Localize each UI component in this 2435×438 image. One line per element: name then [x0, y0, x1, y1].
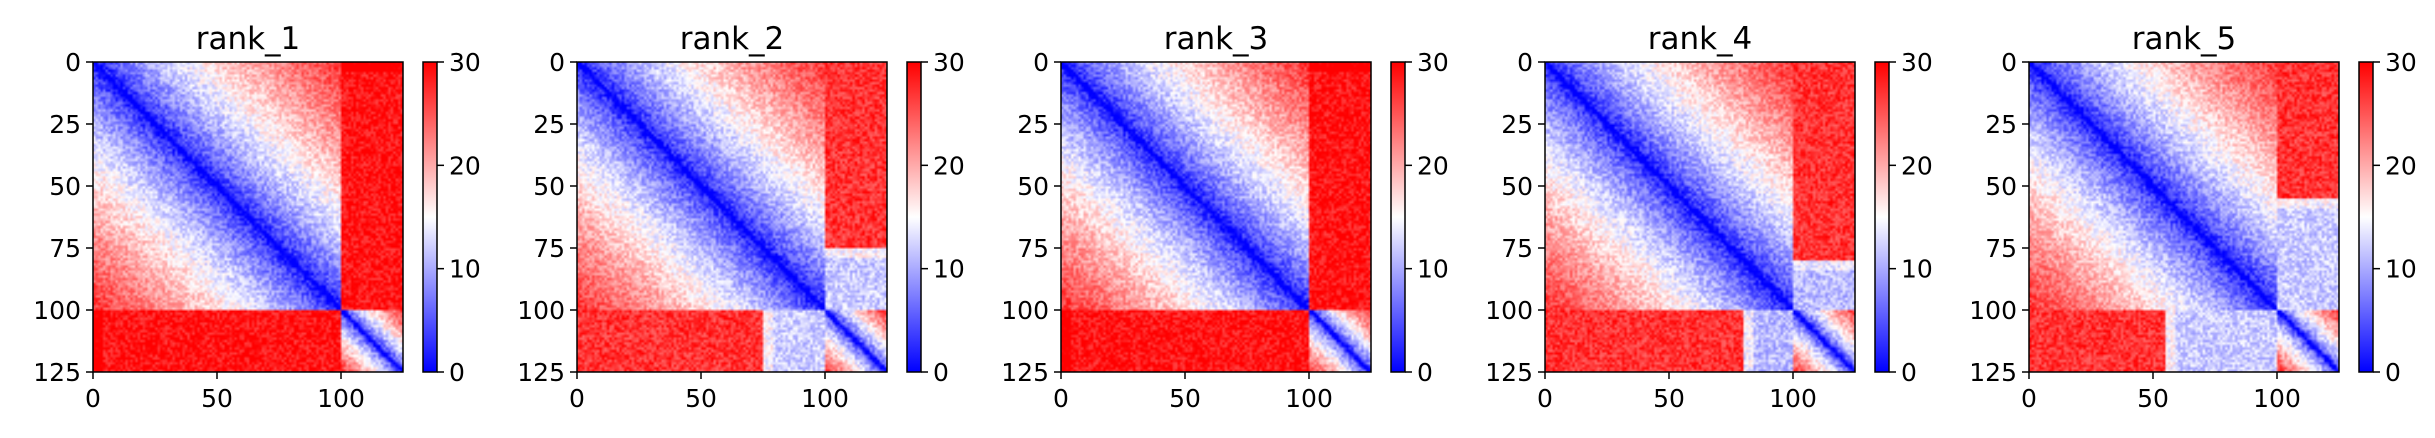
y-tick-label: 100 [517, 296, 565, 325]
subplot-title: rank_1 [196, 21, 301, 57]
x-tick-label: 0 [2021, 384, 2037, 413]
y-tick-label: 125 [33, 358, 81, 387]
y-tick-label: 0 [65, 48, 81, 77]
colorbar-tick-label: 20 [449, 151, 481, 180]
colorbar-tick-label: 20 [1417, 151, 1449, 180]
colorbar-tick-label: 30 [1901, 48, 1933, 77]
x-tick-label: 100 [1769, 384, 1817, 413]
colorbar-tick-label: 30 [933, 48, 965, 77]
plot-frame [1060, 61, 1372, 373]
subplot-title: rank_3 [1164, 21, 1269, 57]
y-tick-label: 50 [49, 172, 81, 201]
y-tick-label: 125 [1001, 358, 1049, 387]
x-tick-label: 0 [569, 384, 585, 413]
x-tick-label: 50 [1653, 384, 1685, 413]
x-tick-label: 100 [2253, 384, 2301, 413]
y-tick-label: 25 [49, 110, 81, 139]
colorbar-tick-label: 10 [449, 255, 481, 284]
subplot-title: rank_5 [2132, 21, 2237, 57]
y-tick-label: 75 [533, 234, 565, 263]
y-tick-label: 125 [1969, 358, 2017, 387]
colorbar-tick-label: 20 [2385, 151, 2417, 180]
y-tick-label: 125 [1485, 358, 1533, 387]
plot-frame [92, 61, 404, 373]
x-tick-label: 50 [201, 384, 233, 413]
x-tick-label: 0 [1537, 384, 1553, 413]
x-tick-label: 100 [317, 384, 365, 413]
x-tick-label: 50 [1169, 384, 1201, 413]
subplot-title: rank_4 [1648, 21, 1753, 57]
y-tick-label: 75 [1501, 234, 1533, 263]
colorbar-tick-label: 10 [2385, 255, 2417, 284]
y-tick-label: 75 [49, 234, 81, 263]
y-tick-label: 25 [1017, 110, 1049, 139]
y-tick-label: 25 [1501, 110, 1533, 139]
colorbar [906, 61, 922, 373]
plot-frame [576, 61, 888, 373]
y-tick-label: 0 [2001, 48, 2017, 77]
y-tick-label: 100 [33, 296, 81, 325]
heatmap-image [2029, 62, 2339, 372]
colorbar-tick-label: 10 [1901, 255, 1933, 284]
colorbar-tick-label: 20 [933, 151, 965, 180]
colorbar-tick-label: 0 [1417, 358, 1433, 387]
y-tick-label: 75 [1017, 234, 1049, 263]
colorbar-tick-label: 30 [449, 48, 481, 77]
y-tick-label: 25 [533, 110, 565, 139]
y-tick-label: 0 [549, 48, 565, 77]
colorbar-tick-label: 0 [2385, 358, 2401, 387]
x-tick-label: 100 [801, 384, 849, 413]
heatmap-image [1061, 62, 1371, 372]
x-tick-label: 0 [1053, 384, 1069, 413]
y-tick-label: 100 [1001, 296, 1049, 325]
subplot-title: rank_2 [680, 21, 785, 57]
colorbar-tick-label: 30 [1417, 48, 1449, 77]
colorbar-tick-label: 0 [449, 358, 465, 387]
heatmap-image [1545, 62, 1855, 372]
colorbar-tick-label: 20 [1901, 151, 1933, 180]
plot-frame [2028, 61, 2340, 373]
colorbar-tick-label: 0 [933, 358, 949, 387]
colorbar [422, 61, 438, 373]
colorbar-tick-label: 30 [2385, 48, 2417, 77]
colorbar-tick-label: 10 [1417, 255, 1449, 284]
y-tick-label: 0 [1033, 48, 1049, 77]
y-tick-label: 50 [533, 172, 565, 201]
plot-frame [1544, 61, 1856, 373]
colorbar [2358, 61, 2374, 373]
y-tick-label: 100 [1485, 296, 1533, 325]
x-tick-label: 100 [1285, 384, 1333, 413]
y-tick-label: 25 [1985, 110, 2017, 139]
y-tick-label: 75 [1985, 234, 2017, 263]
y-tick-label: 100 [1969, 296, 2017, 325]
x-tick-label: 0 [85, 384, 101, 413]
heatmap-image [93, 62, 403, 372]
y-tick-label: 50 [1017, 172, 1049, 201]
colorbar [1874, 61, 1890, 373]
y-tick-label: 50 [1501, 172, 1533, 201]
y-tick-label: 125 [517, 358, 565, 387]
y-tick-label: 0 [1517, 48, 1533, 77]
colorbar-tick-label: 10 [933, 255, 965, 284]
colorbar-tick-label: 0 [1901, 358, 1917, 387]
x-tick-label: 50 [2137, 384, 2169, 413]
heatmap-image [577, 62, 887, 372]
colorbar [1390, 61, 1406, 373]
y-tick-label: 50 [1985, 172, 2017, 201]
x-tick-label: 50 [685, 384, 717, 413]
